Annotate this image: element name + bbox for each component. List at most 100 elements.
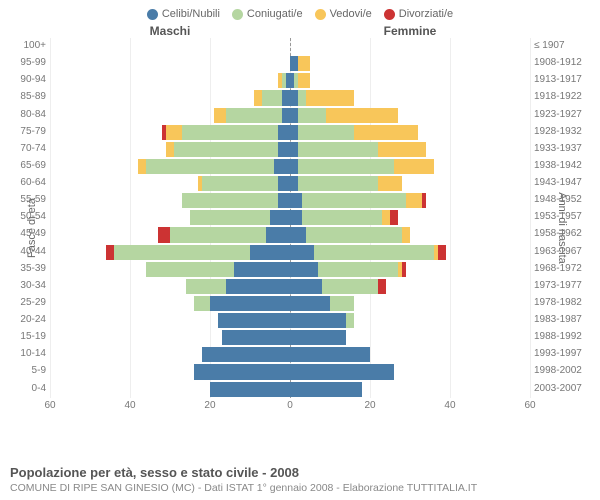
bar-segment-cel (278, 142, 290, 157)
bar-segment-cel (290, 364, 394, 379)
bar-group (50, 382, 530, 397)
bar-segment-div (158, 227, 170, 242)
bar-group (50, 227, 530, 242)
bar-segment-cel (290, 193, 302, 208)
male-bar (50, 347, 290, 362)
bar-segment-con (226, 108, 282, 123)
male-bar (50, 73, 290, 88)
legend-swatch (315, 9, 326, 20)
bar-group (50, 245, 530, 260)
age-label: 75-79 (0, 126, 46, 137)
bar-segment-con (322, 279, 378, 294)
bar-segment-con (314, 245, 434, 260)
x-axis: 6040200204060 (50, 398, 530, 418)
age-row: 35-391968-1972 (50, 261, 530, 278)
x-tick-label: 60 (524, 400, 535, 411)
female-bar (290, 73, 530, 88)
female-bar (290, 210, 530, 225)
bar-group (50, 176, 530, 191)
bar-segment-cel (290, 125, 298, 140)
age-label: 30-34 (0, 280, 46, 291)
age-label: 25-29 (0, 297, 46, 308)
bar-segment-cel (270, 210, 290, 225)
male-bar (50, 262, 290, 277)
year-label: 1963-1967 (534, 246, 600, 257)
bar-group (50, 159, 530, 174)
age-label: 65-69 (0, 160, 46, 171)
legend-label: Vedovi/e (330, 8, 372, 20)
bar-segment-cel (266, 227, 290, 242)
female-bar (290, 296, 530, 311)
x-tick-label: 60 (44, 400, 55, 411)
data-rows: 100+≤ 190795-991908-191290-941913-191785… (50, 38, 530, 398)
age-label: 55-59 (0, 194, 46, 205)
age-label: 40-44 (0, 246, 46, 257)
bar-segment-ved (166, 142, 174, 157)
bar-segment-div (422, 193, 426, 208)
bar-segment-cel (290, 330, 346, 345)
male-bar (50, 159, 290, 174)
female-bar (290, 313, 530, 328)
age-row: 15-191988-1992 (50, 329, 530, 346)
bar-segment-con (146, 262, 234, 277)
female-bar (290, 108, 530, 123)
bar-group (50, 347, 530, 362)
bar-segment-con (298, 108, 326, 123)
bar-segment-cel (274, 159, 290, 174)
bar-group (50, 279, 530, 294)
female-bar (290, 227, 530, 242)
x-tick-label: 20 (364, 400, 375, 411)
female-bar (290, 364, 530, 379)
bar-segment-con (170, 227, 266, 242)
bar-segment-div (378, 279, 386, 294)
age-row: 55-591948-1952 (50, 192, 530, 209)
year-label: 1978-1982 (534, 297, 600, 308)
legend-label: Coniugati/e (247, 8, 303, 20)
bar-segment-con (114, 245, 250, 260)
bar-segment-ved (166, 125, 182, 140)
bar-segment-ved (298, 73, 310, 88)
bar-segment-con (174, 142, 278, 157)
bar-segment-con (302, 193, 406, 208)
age-row: 0-42003-2007 (50, 381, 530, 398)
bar-segment-ved (306, 90, 354, 105)
age-row: 75-791928-1932 (50, 124, 530, 141)
bar-segment-cel (210, 296, 290, 311)
legend: Celibi/NubiliConiugati/eVedovi/eDivorzia… (0, 0, 600, 24)
bar-segment-con (346, 313, 354, 328)
year-label: 1918-1922 (534, 91, 600, 102)
age-label: 10-14 (0, 348, 46, 359)
year-label: 1998-2002 (534, 365, 600, 376)
year-label: 1953-1957 (534, 211, 600, 222)
age-row: 50-541953-1957 (50, 209, 530, 226)
age-label: 85-89 (0, 91, 46, 102)
age-label: 15-19 (0, 331, 46, 342)
bar-segment-con (318, 262, 398, 277)
age-label: 20-24 (0, 314, 46, 325)
year-label: 1933-1937 (534, 143, 600, 154)
male-bar (50, 296, 290, 311)
year-label: 1913-1917 (534, 74, 600, 85)
year-label: 1938-1942 (534, 160, 600, 171)
bar-segment-cel (282, 108, 290, 123)
bar-group (50, 262, 530, 277)
x-tick-label: 20 (204, 400, 215, 411)
female-bar (290, 39, 530, 54)
female-bar (290, 56, 530, 71)
legend-item: Divorziati/e (384, 8, 453, 20)
bar-group (50, 142, 530, 157)
bar-group (50, 73, 530, 88)
bar-segment-con (202, 176, 278, 191)
bar-segment-cel (290, 347, 370, 362)
legend-swatch (384, 9, 395, 20)
bar-group (50, 125, 530, 140)
bar-segment-con (194, 296, 210, 311)
year-label: 1983-1987 (534, 314, 600, 325)
bar-group (50, 56, 530, 71)
bar-segment-ved (354, 125, 418, 140)
bar-segment-cel (222, 330, 290, 345)
bar-segment-ved (394, 159, 434, 174)
legend-item: Vedovi/e (315, 8, 372, 20)
male-bar (50, 227, 290, 242)
bar-segment-con (182, 193, 278, 208)
